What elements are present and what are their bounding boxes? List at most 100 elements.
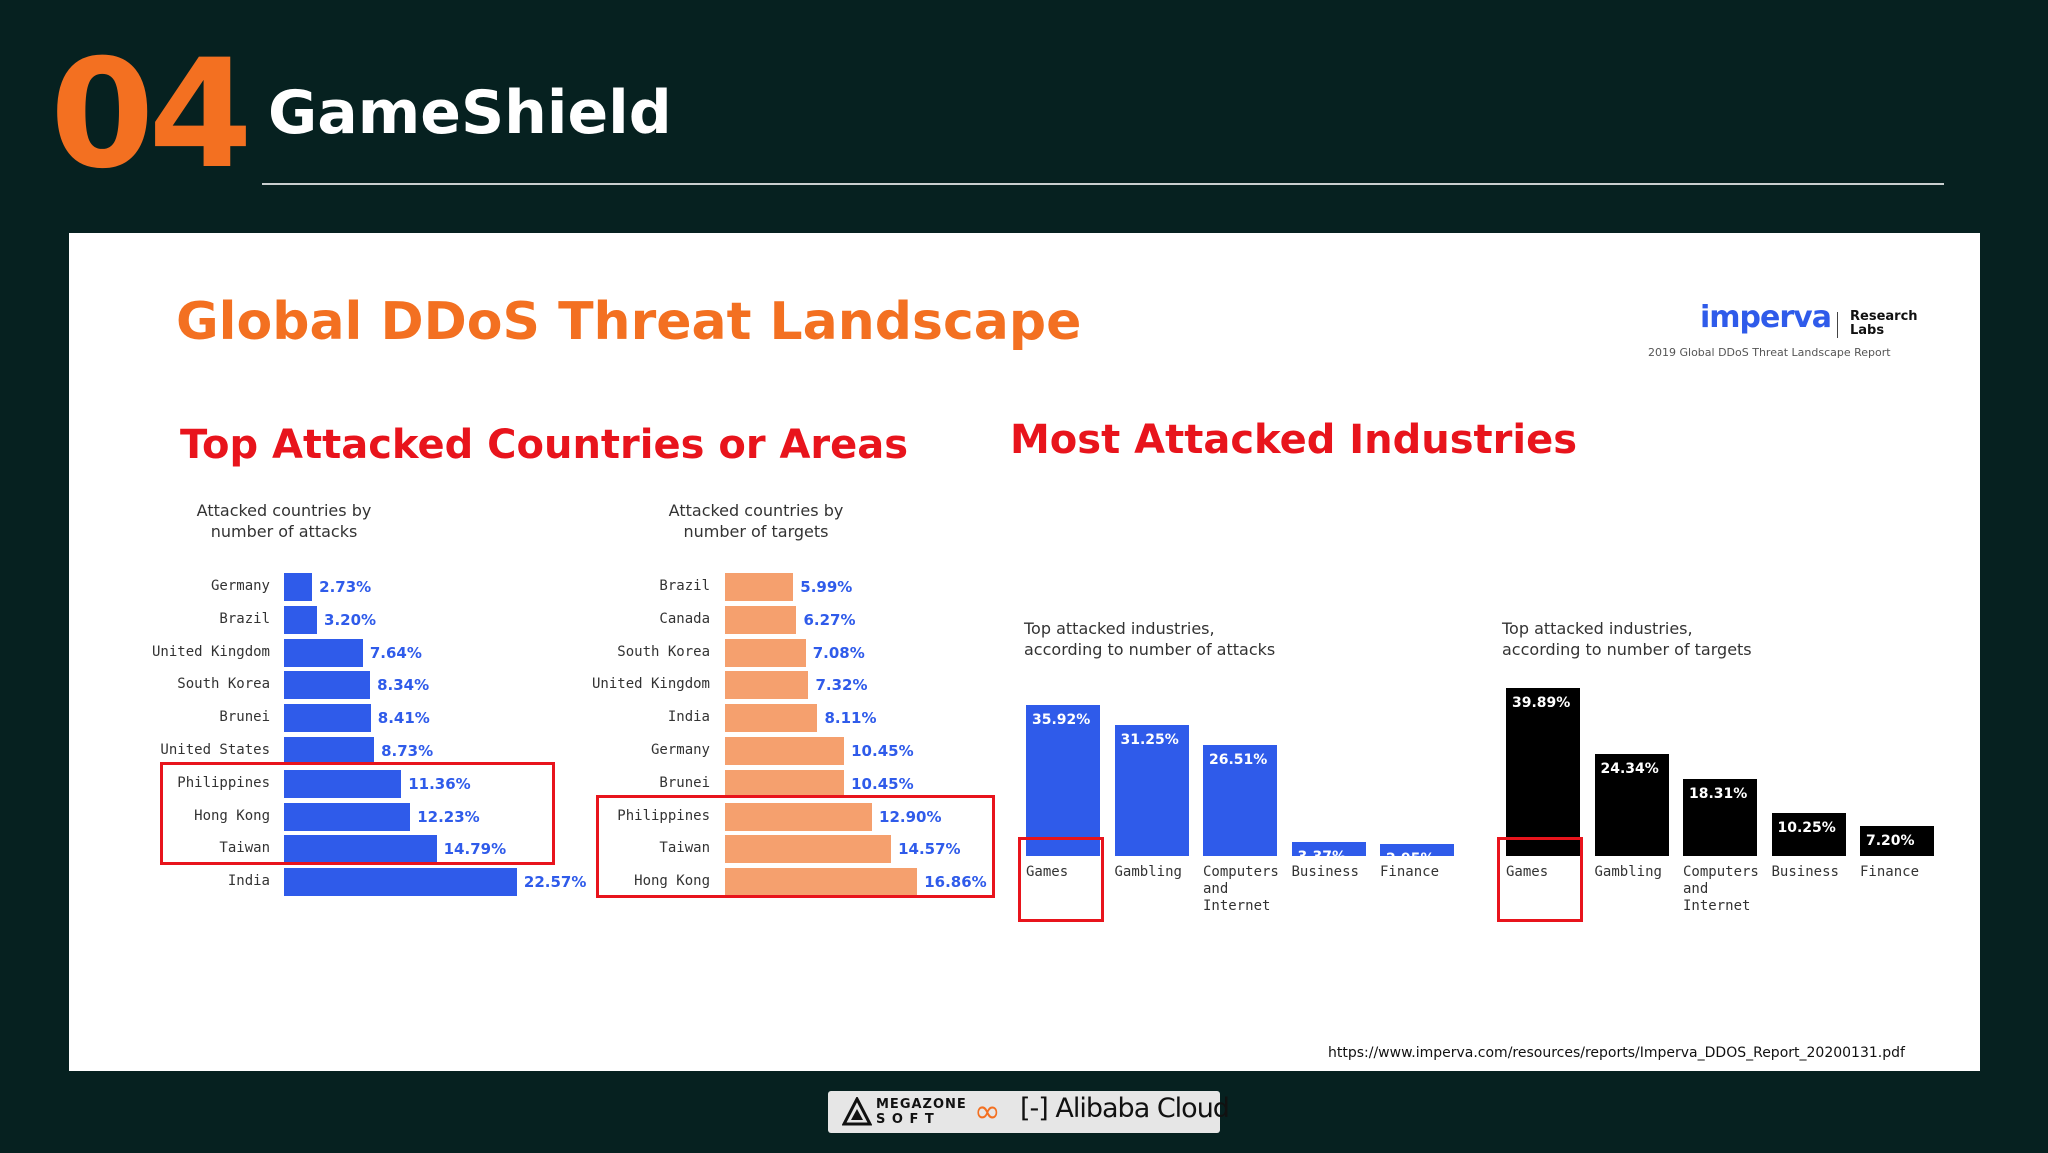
category-label: Hong Kong bbox=[194, 807, 270, 824]
bar bbox=[284, 638, 363, 667]
logo-line-1: Research bbox=[1850, 309, 1918, 324]
category-label-line: Finance bbox=[1380, 864, 1440, 880]
bar bbox=[1506, 688, 1580, 856]
data-label: 39.89% bbox=[1512, 695, 1571, 712]
category-label: Finance bbox=[1380, 864, 1470, 881]
data-label: 24.34% bbox=[1600, 760, 1659, 777]
chart-title-line: Top attacked industries, bbox=[1502, 619, 1693, 638]
category-label-line: Gambling bbox=[1594, 864, 1662, 880]
bar bbox=[725, 769, 845, 798]
category-label: India bbox=[667, 709, 710, 726]
data-label: 26.51% bbox=[1209, 751, 1268, 768]
category-label: United Kingdom bbox=[591, 676, 710, 693]
data-label: 7.08% bbox=[812, 643, 865, 662]
category-label: Computers and Internet bbox=[1203, 864, 1293, 915]
source-link[interactable]: https://www.imperva.com/resources/report… bbox=[1328, 1045, 1905, 1061]
data-label: 31.25% bbox=[1120, 731, 1179, 748]
category-label-line: Games bbox=[1026, 864, 1069, 880]
bar bbox=[284, 737, 375, 765]
data-label: 7.32% bbox=[815, 676, 868, 695]
chart-title-line: number of targets bbox=[683, 522, 829, 541]
section-title: GameShield bbox=[268, 78, 672, 148]
highlight-box bbox=[1018, 837, 1104, 922]
category-label: India bbox=[227, 873, 270, 890]
data-label: 7.64% bbox=[369, 643, 422, 662]
data-label: 35.92% bbox=[1032, 712, 1091, 729]
megazone-line-1: MEGAZONE bbox=[876, 1097, 967, 1112]
bar bbox=[1594, 753, 1669, 856]
category-label: Germany bbox=[650, 742, 710, 758]
category-label: Games bbox=[1026, 864, 1116, 881]
category-label: Brunei bbox=[659, 774, 710, 791]
bar bbox=[725, 737, 845, 765]
bar bbox=[284, 868, 517, 897]
category-label: United States bbox=[160, 742, 270, 758]
megazone-line-2: S O F T bbox=[876, 1112, 935, 1127]
data-label: 8.34% bbox=[377, 676, 430, 695]
slide-title: Global DDoS Threat Landscape bbox=[176, 292, 1082, 352]
highlight-box bbox=[596, 795, 995, 898]
data-label: 3.20% bbox=[324, 610, 377, 629]
category-label: Brunei bbox=[219, 709, 270, 726]
bar bbox=[284, 573, 313, 601]
data-label: 10.25% bbox=[1777, 819, 1836, 836]
logo-divider bbox=[1837, 312, 1838, 338]
category-label-line: Games bbox=[1506, 864, 1549, 880]
data-label: 14.57% bbox=[898, 840, 961, 859]
highlight-box bbox=[1497, 837, 1583, 922]
bar bbox=[1291, 841, 1366, 856]
category-label-line: Gambling bbox=[1114, 864, 1182, 880]
category-label: Gambling bbox=[1115, 864, 1205, 881]
category-label: Business bbox=[1292, 864, 1382, 881]
bar bbox=[725, 638, 806, 667]
chart-title-line: number of attacks bbox=[210, 522, 358, 541]
bar bbox=[725, 573, 794, 601]
bar bbox=[1203, 744, 1277, 856]
bar bbox=[725, 835, 892, 864]
category-label: Gambling bbox=[1595, 864, 1685, 881]
megazone-wordmark: MEGAZONE S O F T bbox=[876, 1097, 967, 1127]
data-label: 8.11% bbox=[824, 709, 877, 728]
category-label-line: Computers bbox=[1683, 864, 1759, 880]
data-label: 10.45% bbox=[851, 774, 914, 793]
report-caption: 2019 Global DDoS Threat Landscape Report bbox=[1648, 346, 1891, 359]
category-label: Taiwan bbox=[659, 840, 710, 857]
category-label: Games bbox=[1506, 864, 1596, 881]
bar bbox=[725, 704, 818, 733]
category-label-line: and bbox=[1203, 881, 1229, 897]
category-label: Taiwan bbox=[219, 840, 270, 857]
bar bbox=[284, 704, 371, 733]
infinity-icon: ∞ bbox=[974, 1092, 1001, 1130]
bar bbox=[284, 769, 402, 798]
data-label: 5.99% bbox=[800, 578, 853, 596]
data-label: 6.27% bbox=[803, 610, 856, 629]
category-label-line: Finance bbox=[1860, 864, 1920, 880]
chart-attacks-countries-title: Attacked countries by number of attacks bbox=[184, 500, 384, 542]
category-label: Canada bbox=[659, 610, 710, 627]
data-label: 11.36% bbox=[408, 774, 471, 793]
logo-line-2: Labs bbox=[1850, 323, 1885, 338]
chart-title-line: according to number of targets bbox=[1502, 640, 1752, 659]
category-label-line: Business bbox=[1771, 864, 1839, 880]
bar bbox=[1380, 843, 1454, 856]
chart-title-line: according to number of attacks bbox=[1024, 640, 1276, 659]
bar bbox=[284, 802, 411, 831]
bar bbox=[1860, 825, 1934, 856]
chart-targets-industries-title: Top attacked industries, according to nu… bbox=[1502, 618, 1752, 660]
chart-title-line: Attacked countries by bbox=[196, 501, 372, 520]
category-label: South Korea bbox=[177, 676, 270, 693]
content-panel bbox=[69, 233, 1980, 1071]
logo-research-labs: Research Labs bbox=[1850, 310, 1918, 338]
bar bbox=[725, 868, 918, 897]
bar bbox=[284, 605, 318, 634]
chart-attacks-industries-title: Top attacked industries, according to nu… bbox=[1024, 618, 1275, 660]
data-label: 22.57% bbox=[523, 873, 587, 892]
category-label-line: Computers bbox=[1203, 864, 1279, 880]
data-label: 3.37% bbox=[1297, 848, 1347, 865]
data-label: 12.90% bbox=[879, 807, 942, 826]
bar bbox=[1683, 779, 1757, 856]
data-label: 8.73% bbox=[381, 742, 434, 760]
bar bbox=[284, 835, 437, 864]
category-label: Business bbox=[1772, 864, 1862, 881]
data-label: 12.23% bbox=[417, 807, 480, 826]
